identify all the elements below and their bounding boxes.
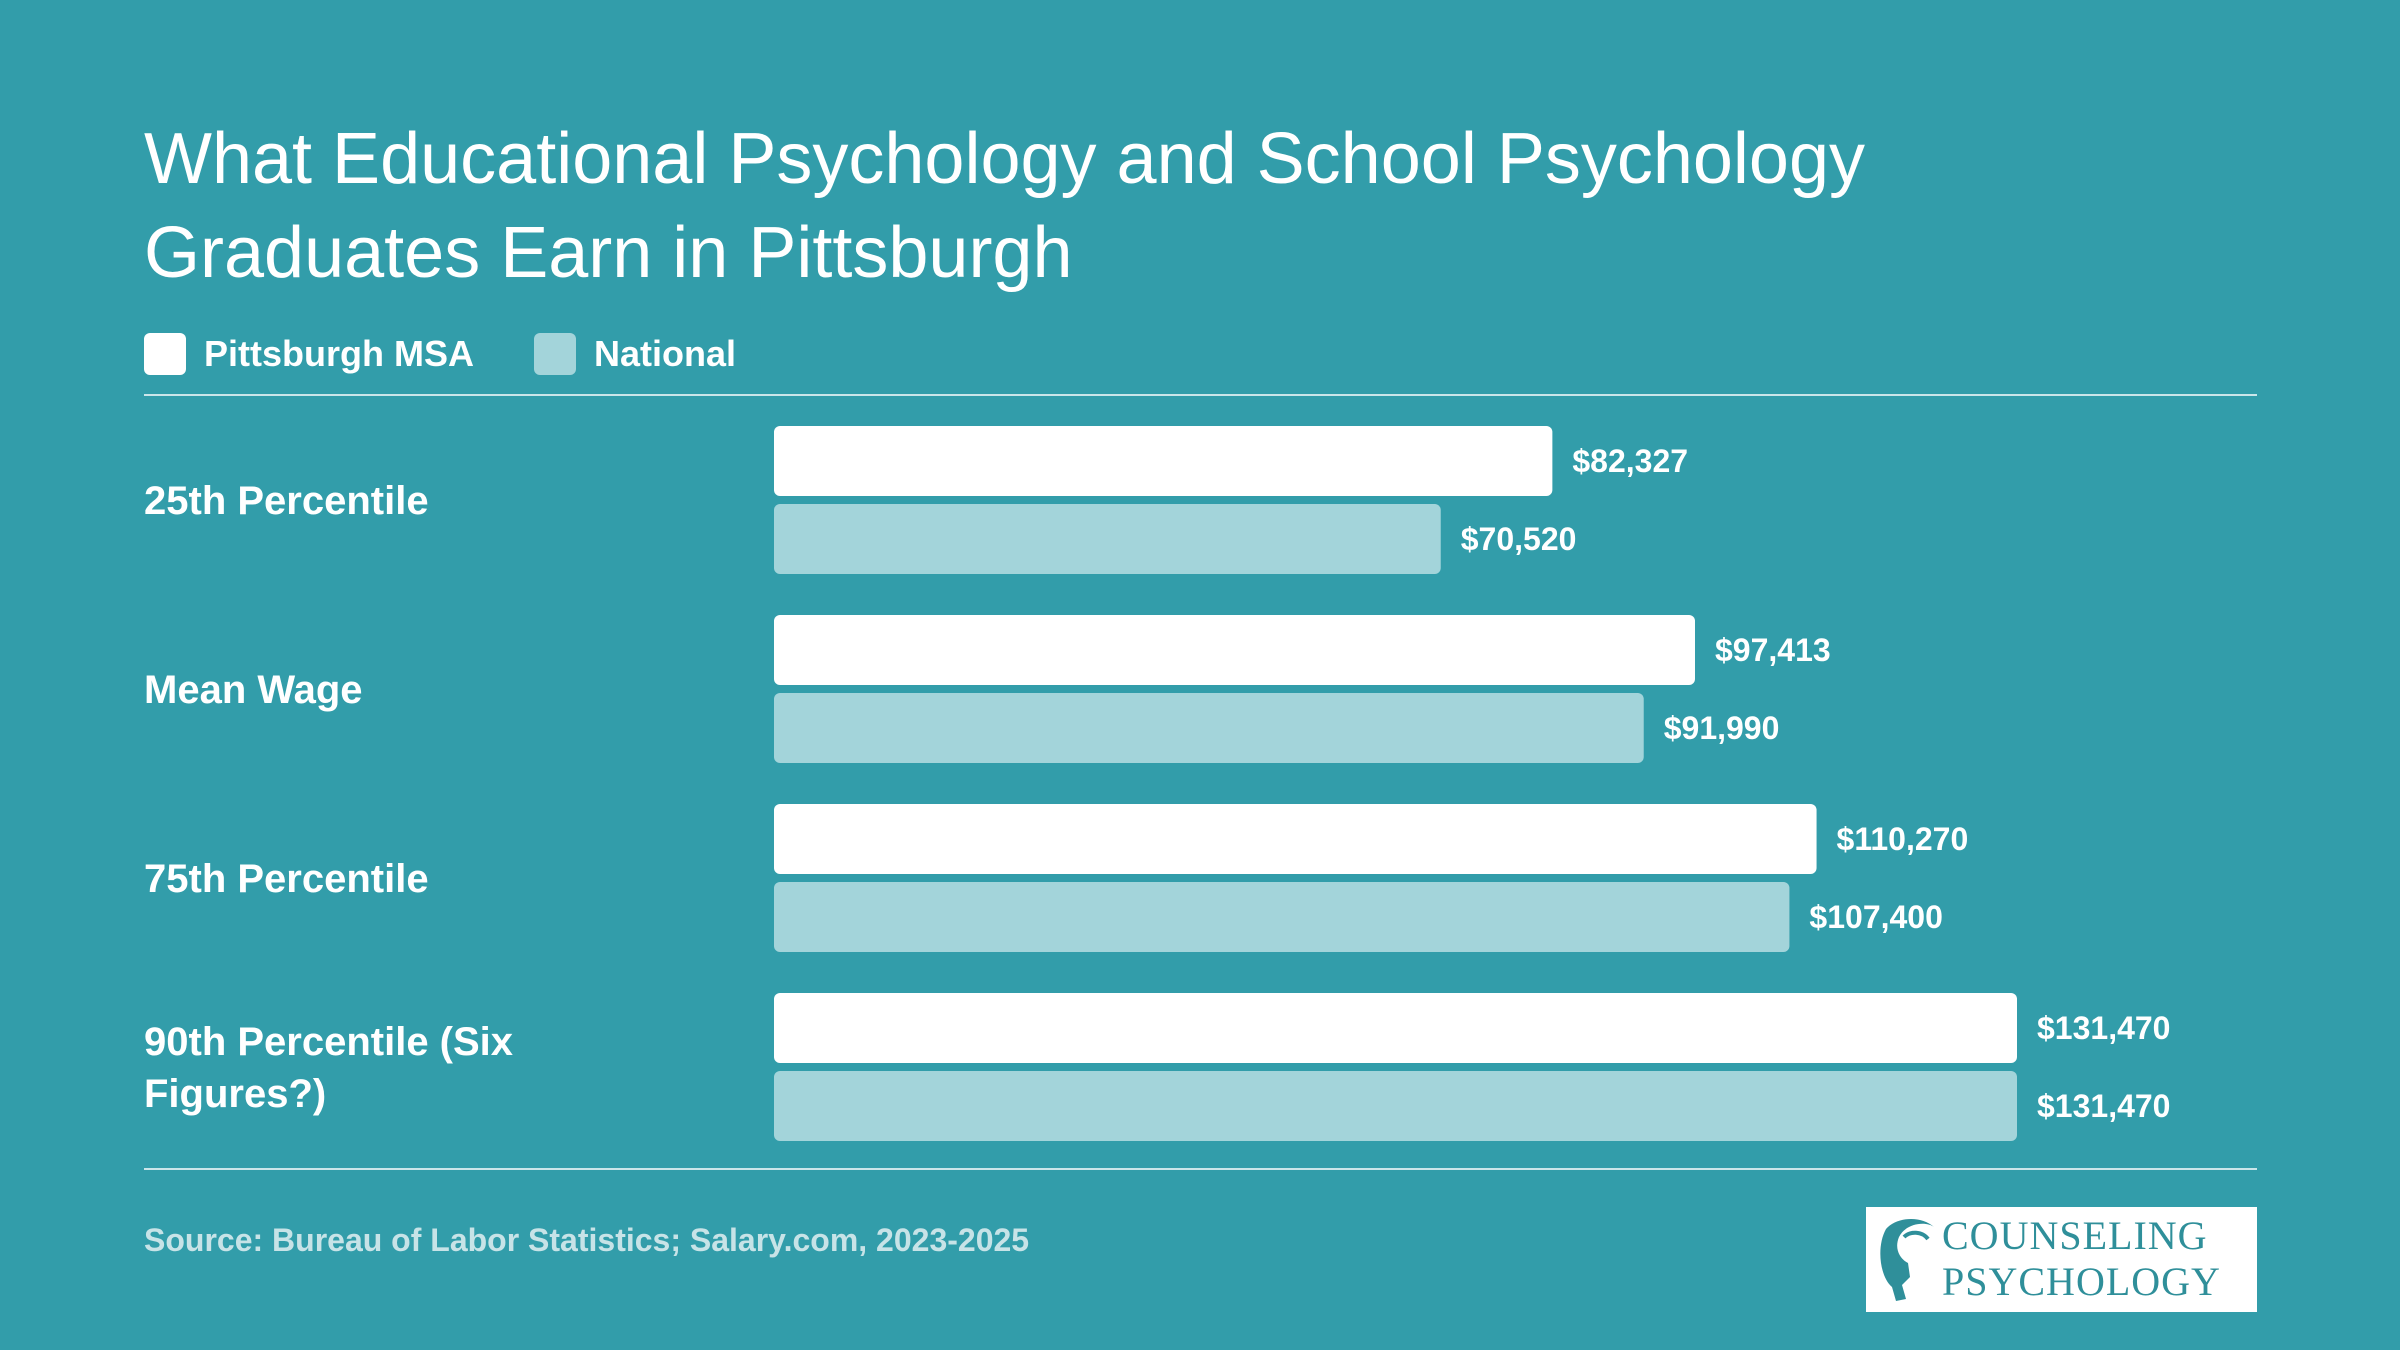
category-label: 25th Percentile: [144, 479, 429, 523]
counseling-psychology-logo: COUNSELING PSYCHOLOGY: [1866, 1207, 2257, 1312]
legend-label-national: National: [593, 333, 736, 374]
value-label-national: $107,400: [1809, 899, 1942, 935]
value-label-pittsburgh: $82,327: [1572, 443, 1688, 479]
bar-national: [774, 882, 1790, 952]
bar-pittsburgh: [774, 426, 1553, 496]
category-label: 90th Percentile (Six Figures?): [144, 1020, 513, 1116]
bar-pittsburgh: [774, 804, 1817, 874]
legend-label-pittsburgh: Pittsburgh MSA: [204, 333, 474, 374]
chart-title-line-1: What Educational Psychology and School P…: [144, 119, 1866, 199]
legend-item-national: National: [533, 333, 736, 375]
chart-title-line-2: Graduates Earn in Pittsburgh: [144, 213, 1073, 293]
bar-national: [774, 1071, 2017, 1141]
value-label-national: $70,520: [1461, 521, 1577, 557]
value-label-national: $91,990: [1664, 710, 1780, 746]
value-label-pittsburgh: $110,270: [1837, 821, 1969, 857]
bar-national: [774, 504, 1441, 574]
chart-title: What Educational Psychology and School P…: [144, 112, 2144, 300]
value-label-national: $131,470: [2037, 1088, 2170, 1124]
bar-pittsburgh: [774, 615, 1696, 685]
legend: Pittsburgh MSA National: [144, 330, 796, 378]
bar-pittsburgh: [774, 993, 2017, 1063]
category-label: Mean Wage: [144, 668, 363, 712]
logo-text-line-2: PSYCHOLOGY: [1942, 1259, 2221, 1304]
bar-national: [774, 693, 1644, 763]
value-label-pittsburgh: $97,413: [1715, 632, 1831, 668]
legend-item-pittsburgh: Pittsburgh MSA: [144, 333, 474, 375]
category-label: 75th Percentile: [144, 857, 429, 901]
head-profile-icon: [1880, 1218, 1934, 1301]
top-divider: [144, 394, 2257, 396]
legend-swatch-national: [533, 333, 576, 375]
legend-swatch-pittsburgh: [144, 333, 186, 375]
value-label-pittsburgh: $131,470: [2037, 1010, 2170, 1046]
source-note: Source: Bureau of Labor Statistics; Sala…: [144, 1222, 1030, 1258]
bottom-divider: [144, 1168, 2257, 1170]
logo-text-line-1: COUNSELING: [1942, 1213, 2208, 1258]
